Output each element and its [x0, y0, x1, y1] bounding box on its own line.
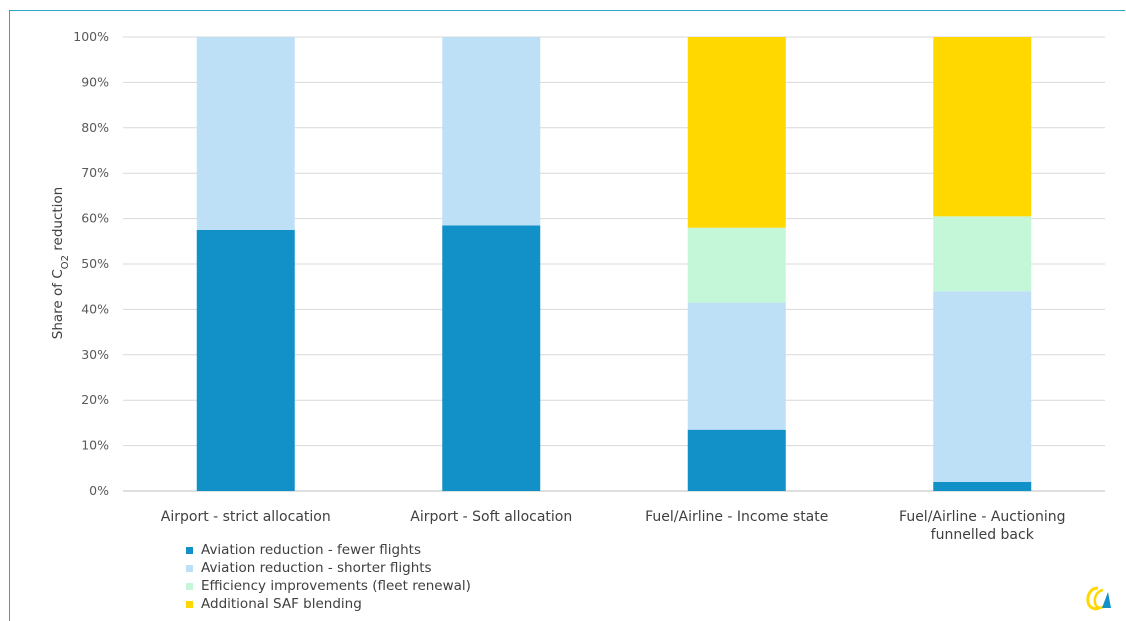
y-tick-label: 0% [89, 483, 109, 498]
bar-segment [933, 481, 1032, 491]
y-tick-label: 10% [81, 438, 109, 453]
bar-segment [196, 229, 295, 491]
bars [196, 37, 1032, 491]
legend-item: Aviation reduction - fewer flights [186, 541, 471, 559]
x-category-label: Airport - strict allocation [161, 509, 331, 525]
y-tick-label: 60% [81, 211, 109, 226]
ce-delft-logo [1086, 586, 1111, 611]
x-axis-categories: Airport - strict allocation Airport - Sof… [161, 509, 1066, 543]
legend: Aviation reduction - fewer flights Aviati… [186, 541, 471, 613]
legend-label: Efficiency improvements (fleet renewal) [201, 578, 471, 594]
legend-swatch [186, 600, 193, 608]
bar-segment [933, 37, 1032, 217]
y-tick-label: 80% [81, 120, 109, 135]
bar-segment [687, 429, 786, 491]
x-category-label: Fuel/Airline - Auctioning funnelled back [899, 509, 1065, 543]
chart-frame [9, 10, 1125, 621]
x-category-label: Fuel/Airline - Income state [645, 509, 828, 525]
legend-item: Additional SAF blending [186, 595, 471, 613]
bar-segment [196, 37, 295, 230]
y-tick-label: 40% [81, 301, 109, 316]
bar-segment [933, 216, 1032, 292]
y-tick-label: 20% [81, 392, 109, 407]
bar-segment [933, 291, 1032, 482]
y-axis-label: Share of CO2 reduction [50, 187, 71, 339]
y-tick-label: 90% [81, 74, 109, 89]
legend-swatch [186, 546, 193, 554]
bar-segment [442, 37, 541, 226]
legend-item: Efficiency improvements (fleet renewal) [186, 577, 471, 595]
y-tick-label: 70% [81, 165, 109, 180]
legend-label: Aviation reduction - fewer flights [201, 542, 421, 558]
legend-swatch [186, 564, 193, 572]
bar-segment [687, 37, 786, 228]
legend-label: Aviation reduction - shorter flights [201, 560, 432, 576]
y-tick-label: 30% [81, 347, 109, 362]
y-axis-ticks: 0% 10% 20% 30% 40% 50% 60% 70% 80% 90% 100% [73, 29, 109, 498]
y-tick-label: 50% [81, 256, 109, 271]
bar-segment [687, 302, 786, 430]
bar-segment [687, 227, 786, 303]
legend-swatch [186, 582, 193, 590]
y-tick-label: 100% [73, 29, 109, 44]
legend-label: Additional SAF blending [201, 596, 362, 612]
legend-item: Aviation reduction - shorter flights [186, 559, 471, 577]
bar-segment [442, 225, 541, 491]
x-category-label: Airport - Soft allocation [410, 509, 572, 525]
